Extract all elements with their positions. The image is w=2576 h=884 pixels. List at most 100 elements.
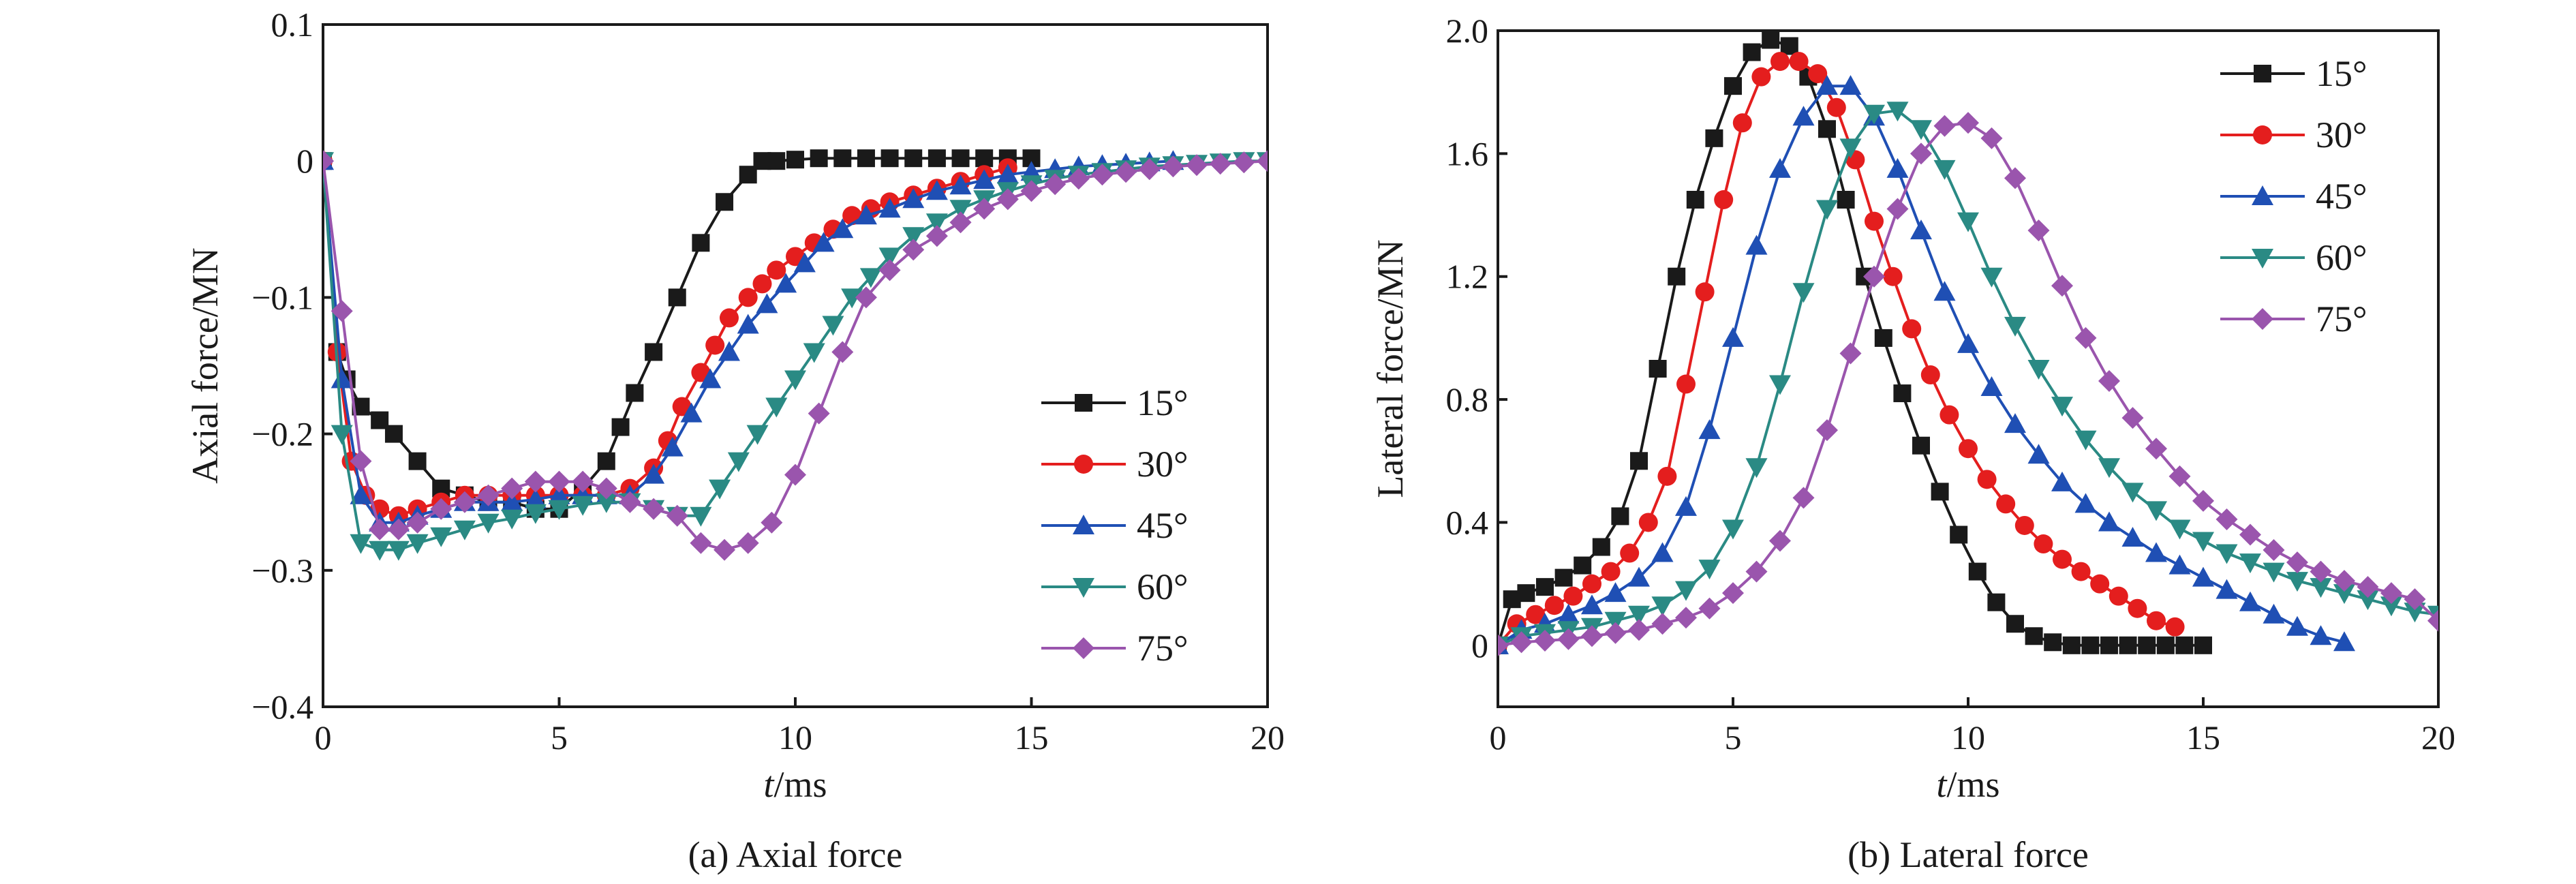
lateral-data-point (1536, 578, 1554, 596)
axial-y-tick-label: −0.2 (251, 415, 313, 453)
lateral-data-point (2333, 631, 2355, 652)
lateral-data-point (2074, 430, 2097, 451)
axial-data-point (595, 493, 617, 513)
axial-y-tick-label: −0.1 (251, 278, 313, 316)
axial-data-point (927, 149, 946, 168)
axial-data-point (1067, 168, 1090, 190)
lateral-data-point (1698, 597, 1721, 620)
axial-data-point (925, 180, 948, 200)
lateral-data-point (1939, 405, 1959, 425)
axial-data-point (831, 218, 854, 239)
lateral-data-point (1574, 556, 1592, 575)
lateral-data-point (2263, 562, 2285, 583)
lateral-series-line (1498, 60, 2176, 647)
axial-series-5 (323, 150, 1268, 561)
axial-series-3 (323, 150, 1184, 532)
lateral-data-point (1668, 267, 1686, 286)
axial-data-point (975, 149, 994, 168)
lateral-data-point (1910, 219, 1932, 240)
lateral-data-point (1816, 200, 1838, 220)
lateral-data-point (1977, 470, 1997, 489)
lateral-data-point (1816, 419, 1838, 442)
axial-plot-frame (322, 23, 1269, 708)
axial-data-point (548, 470, 570, 493)
axial-data-point (597, 452, 615, 470)
lateral-data-point (2027, 360, 2050, 380)
axial-legend-marker (1073, 637, 1094, 659)
axial-data-point (453, 491, 476, 513)
axial-data-point (902, 239, 925, 261)
lateral-data-point (2357, 590, 2379, 611)
lateral-data-point (2192, 489, 2214, 512)
axial-series-line (323, 159, 1174, 524)
lateral-legend: 15° 30° 45° 60° 75° (2220, 53, 2367, 339)
lateral-data-point (1912, 436, 1930, 455)
lateral-data-point (1722, 519, 1744, 540)
axial-data-point (738, 288, 758, 307)
axial-data-point (406, 534, 429, 554)
axial-data-point (737, 532, 759, 554)
lateral-data-point (1792, 106, 1815, 126)
lateral-data-point (2263, 539, 2285, 562)
axial-data-point (666, 504, 688, 527)
lateral-data-point (1910, 142, 1932, 165)
axial-data-point (690, 506, 712, 527)
lateral-data-point (1839, 138, 1862, 159)
axial-data-point (643, 463, 665, 484)
axial-data-point (524, 488, 547, 508)
axial-data-point (925, 225, 948, 247)
axial-data-point (756, 293, 778, 314)
lateral-data-point (1818, 120, 1836, 138)
lateral-data-point (1628, 619, 1650, 641)
axial-legend-label: 60° (1137, 566, 1189, 607)
lateral-data-point (1675, 581, 1697, 601)
lateral-data-point (1581, 594, 1603, 615)
axial-data-point (904, 149, 923, 168)
lateral-data-point (2004, 316, 2026, 337)
lateral-data-point (2145, 501, 2167, 521)
lateral-data-point (1980, 376, 2003, 397)
lateral-series-3 (1498, 75, 2355, 654)
axial-data-point (831, 341, 854, 363)
axial-data-point (803, 343, 825, 363)
axial-data-point (548, 484, 570, 504)
lateral-data-point (2051, 397, 2073, 417)
lateral-data-point (2215, 508, 2238, 530)
lateral-data-point (1957, 212, 1979, 232)
axial-data-point (643, 498, 665, 520)
lateral-data-point (1604, 622, 1627, 644)
axial-x-axis-title: t/ms (763, 764, 827, 805)
axial-y-tick-label: 0 (296, 142, 313, 180)
axial-data-point (1209, 153, 1231, 175)
axial-data-point (925, 213, 948, 234)
axial-data-point (1020, 180, 1043, 202)
lateral-legend-label: 75° (2316, 299, 2367, 339)
axial-x-tick-label: 10 (778, 718, 812, 757)
axial-data-point (668, 288, 686, 307)
axial-data-point (406, 511, 429, 534)
lateral-data-point (2109, 586, 2128, 606)
lateral-data-point (2053, 549, 2072, 569)
lateral-y-tick-label: 2.0 (1446, 12, 1489, 50)
lateral-data-point (1657, 466, 1677, 486)
axial-data-point (996, 164, 1019, 184)
axial-y-axis-title: Axial force/MN (185, 247, 226, 483)
lateral-data-point (1554, 568, 1573, 587)
axial-series-1 (323, 149, 1041, 518)
lateral-data-point (2100, 636, 2118, 654)
lateral-data-point (1628, 605, 1650, 626)
lateral-series-2 (1498, 52, 2185, 655)
lateral-data-point (2044, 633, 2062, 652)
axial-data-point (716, 193, 734, 211)
lateral-data-point (1745, 560, 1768, 583)
lateral-data-point (2286, 572, 2308, 592)
lateral-data-point (1886, 102, 1909, 122)
lateral-legend-label: 30° (2316, 115, 2367, 155)
axial-data-point (680, 402, 703, 423)
lateral-data-point (1534, 630, 1556, 652)
axial-data-point (709, 479, 731, 500)
axial-data-point (857, 149, 875, 168)
lateral-data-point (1611, 507, 1629, 525)
lateral-legend-label: 15° (2316, 53, 2367, 94)
axial-data-point (387, 540, 410, 561)
